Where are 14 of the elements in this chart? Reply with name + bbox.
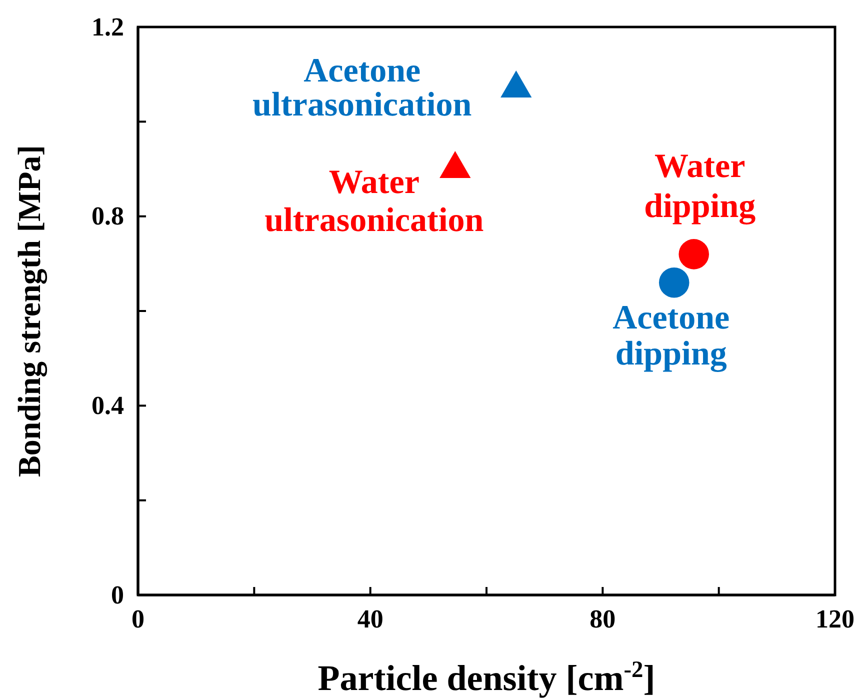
y-axis-title: Bonding strength [MPa]	[11, 145, 48, 477]
x-tick-label: 0	[132, 604, 144, 634]
series-label: Acetone dipping	[612, 299, 730, 372]
y-tick-label: 0	[111, 580, 124, 610]
x-axis-title: Particle density [cm$^{-2}$]	[318, 657, 656, 698]
y-tick-label: 1.2	[92, 12, 124, 42]
y-tick-label: 0.8	[92, 202, 124, 231]
series-label: Water ultrasonication	[264, 164, 484, 239]
x-tick-label: 80	[590, 604, 616, 634]
x-tick-label: 40	[357, 604, 384, 634]
series-label: Water dipping	[644, 148, 756, 225]
x-tick-label: 120	[816, 604, 854, 634]
series-label: Acetone ultrasonication	[252, 52, 472, 124]
y-tick-label: 0.4	[92, 390, 124, 420]
